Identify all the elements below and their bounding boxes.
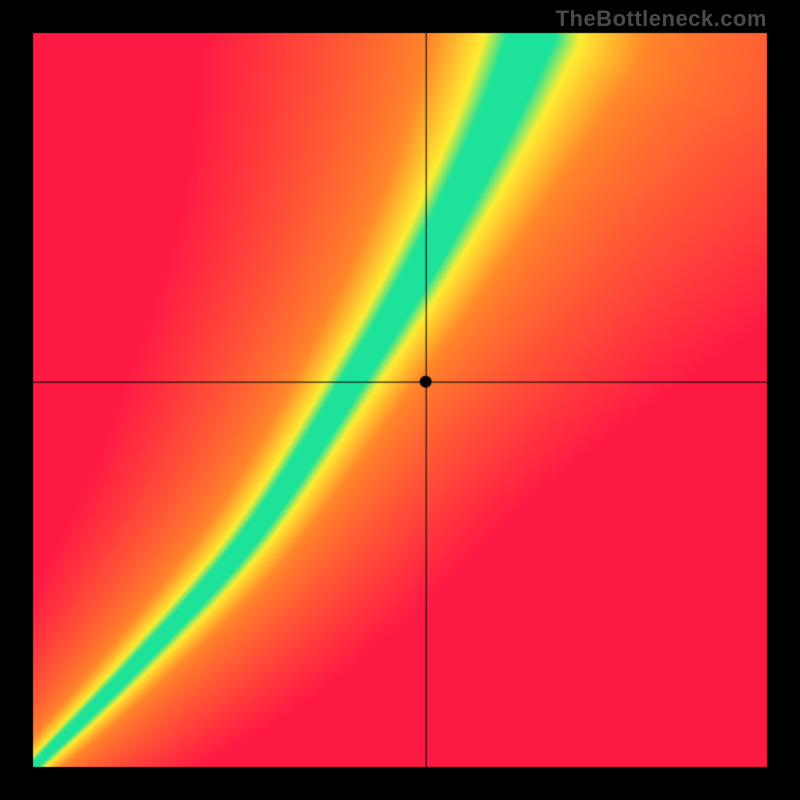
watermark-text: TheBottleneck.com	[556, 6, 767, 32]
heatmap-canvas	[0, 0, 800, 800]
